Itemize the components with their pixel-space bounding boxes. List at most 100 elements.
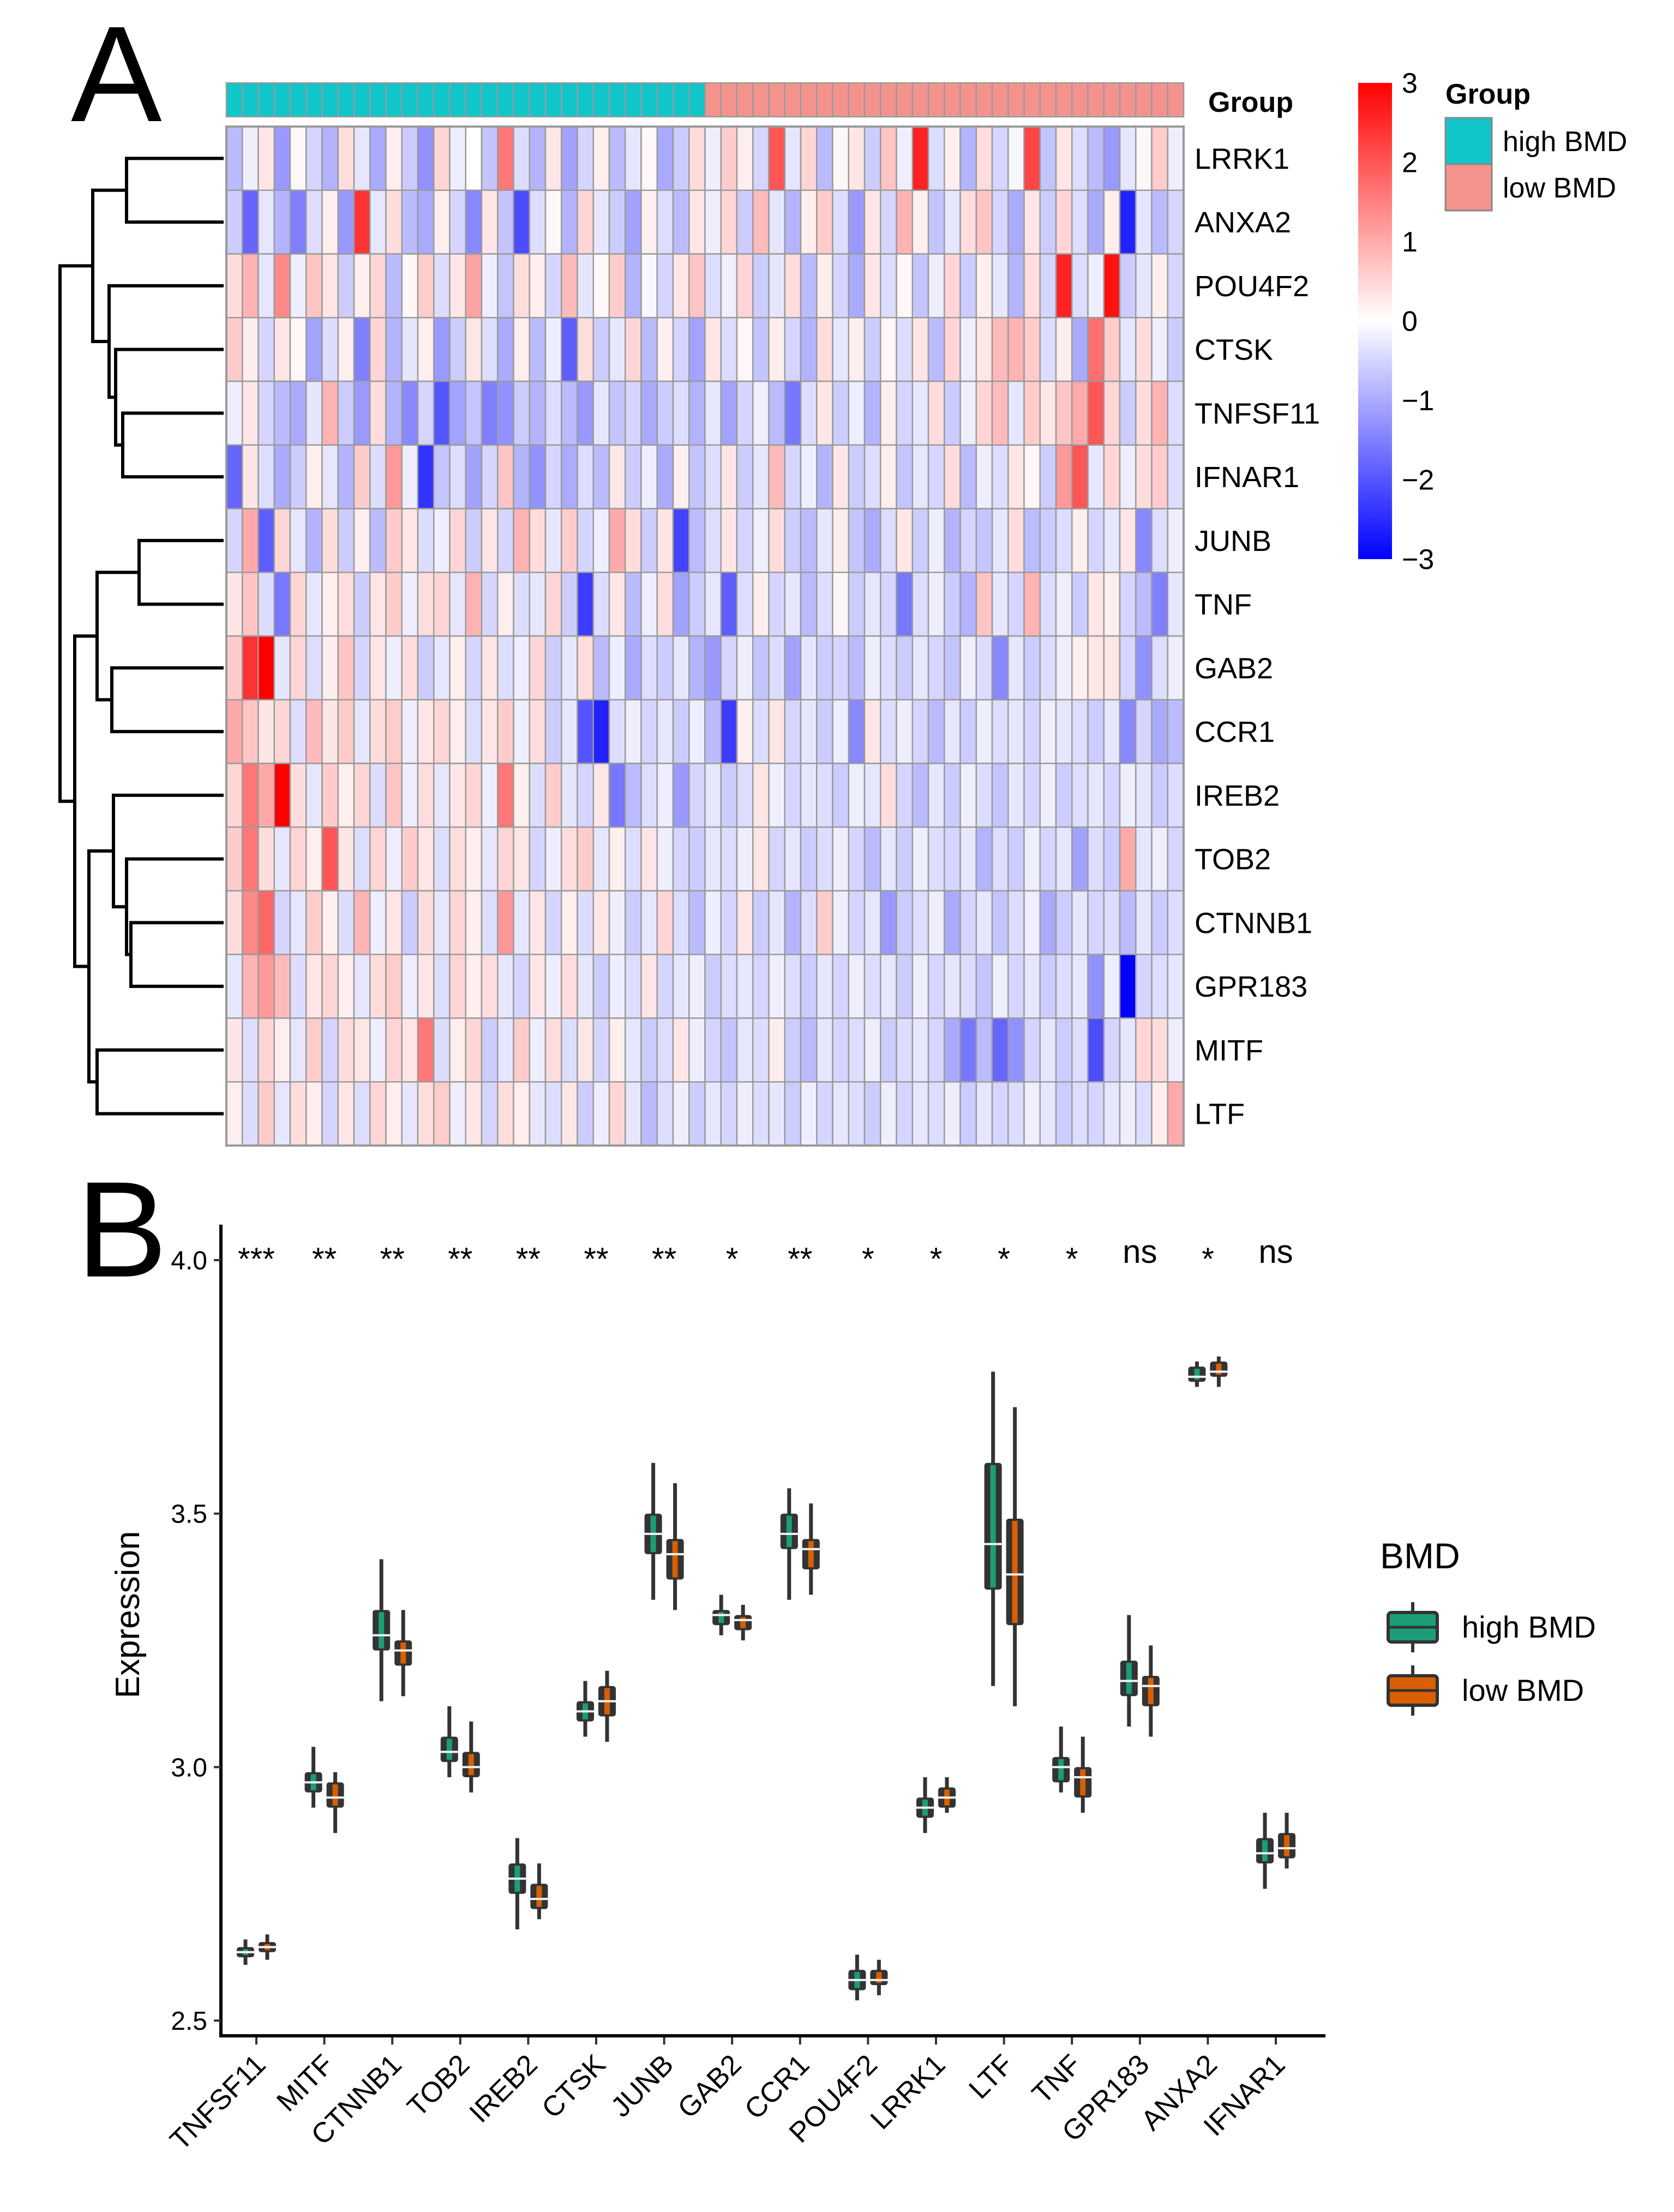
heatmap-cell	[975, 763, 993, 828]
heatmap-cell	[863, 1081, 881, 1147]
annotation-cell	[800, 82, 818, 118]
heatmap-cell	[289, 317, 307, 382]
heatmap-cell	[417, 125, 435, 191]
heatmap-cell	[736, 317, 754, 382]
heatmap-cell	[640, 508, 658, 573]
heatmap-cell	[1071, 253, 1089, 319]
heatmap-cell	[752, 954, 770, 1019]
heatmap-cell	[608, 317, 626, 382]
heatmap-cell	[1087, 317, 1105, 382]
heatmap-cell	[625, 253, 642, 319]
box-fill	[400, 1642, 406, 1664]
row-label: IREB2	[1195, 780, 1280, 812]
heatmap-cell	[225, 1017, 243, 1083]
heatmap-cell	[1103, 380, 1121, 446]
row-label: JUNB	[1195, 525, 1271, 558]
heatmap-cell	[768, 317, 785, 382]
heatmap-cell	[1007, 572, 1025, 637]
heatmap-cell	[337, 635, 355, 700]
annotation-cell	[704, 82, 722, 118]
heatmap-cell	[800, 635, 818, 700]
heatmap-cell	[1039, 1017, 1057, 1083]
heatmap-cell	[1023, 317, 1041, 382]
heatmap-cell	[1135, 508, 1153, 573]
heatmap-cell	[1135, 444, 1153, 509]
heatmap-cell	[927, 635, 945, 700]
heatmap-cell	[1055, 826, 1073, 892]
heatmap-cell	[768, 380, 785, 446]
heatmap-cell	[577, 763, 594, 828]
heatmap-cell	[880, 699, 897, 764]
heatmap-cell	[1071, 1081, 1089, 1147]
heatmap-cell	[273, 253, 291, 319]
heatmap-cell	[353, 635, 371, 700]
annotation-cell	[720, 82, 738, 118]
heatmap-cell	[242, 1017, 259, 1083]
heatmap-cell	[225, 954, 243, 1019]
heatmap-cell	[529, 253, 547, 319]
heatmap-cell	[848, 699, 866, 764]
heatmap-cell	[975, 635, 993, 700]
heatmap-cell	[880, 380, 897, 446]
heatmap-cell	[385, 954, 403, 1019]
heatmap-cell	[911, 890, 929, 955]
heatmap-cell	[991, 317, 1009, 382]
heatmap-cell	[1055, 1017, 1073, 1083]
heatmap-cell	[369, 890, 387, 955]
annotation-cell	[449, 82, 466, 118]
heatmap-cell	[911, 317, 929, 382]
box-fill	[1194, 1369, 1200, 1380]
group-legend-title: Group	[1445, 79, 1531, 110]
heatmap-cell	[257, 253, 275, 319]
group-legend-swatch-low	[1444, 163, 1493, 212]
heatmap-cell	[449, 826, 466, 892]
dendrogram-link	[125, 857, 224, 956]
heatmap-cell	[337, 890, 355, 955]
heatmap-cell	[1119, 317, 1137, 382]
heatmap-cell	[704, 699, 722, 764]
x-tick-label: TOB2	[401, 2048, 476, 2123]
heatmap-cell	[832, 572, 849, 637]
heatmap-cell	[1151, 826, 1168, 892]
heatmap-cell	[848, 508, 866, 573]
heatmap-cell	[608, 635, 626, 700]
heatmap-cell	[656, 125, 674, 191]
heatmap-cell	[896, 380, 913, 446]
heatmap-cell	[991, 253, 1009, 319]
heatmap-cell	[561, 572, 578, 637]
heatmap-cell	[1087, 508, 1105, 573]
heatmap-cell	[1167, 763, 1185, 828]
heatmap-cell	[544, 763, 562, 828]
colorbar-tick-label: 1	[1402, 226, 1418, 258]
heatmap-cell	[863, 253, 881, 319]
row-label: ANXA2	[1195, 206, 1291, 239]
heatmap-cell	[561, 890, 578, 955]
heatmap-cell	[911, 189, 929, 255]
heatmap-cell	[544, 1017, 562, 1083]
heatmap-cell	[305, 125, 323, 191]
heatmap-cell	[401, 699, 419, 764]
annotation-cell	[513, 82, 530, 118]
heatmap-cell	[752, 317, 770, 382]
heatmap-cell	[800, 125, 818, 191]
heatmap-cell	[242, 317, 259, 382]
heatmap-cell	[321, 635, 339, 700]
heatmap-cell	[592, 253, 610, 319]
heatmap-cell	[305, 826, 323, 892]
annotation-cell	[640, 82, 658, 118]
heatmap-cell	[896, 954, 913, 1019]
heatmap-cell	[592, 1017, 610, 1083]
heatmap-cell	[640, 635, 658, 700]
heatmap-cell	[561, 635, 578, 700]
annotation-cell	[385, 82, 403, 118]
heatmap-cell	[242, 699, 259, 764]
x-axis-ticks: TNFSF11MITFCTNNB1TOB2IREB2CTSKJUNBGAB2CC…	[164, 2037, 1291, 2156]
heatmap-cell	[449, 189, 466, 255]
heatmap-cell	[544, 189, 562, 255]
heatmap-cell	[401, 763, 419, 828]
heatmap-cell	[991, 444, 1009, 509]
heatmap-cell	[577, 1081, 594, 1147]
heatmap-cell	[736, 444, 754, 509]
heatmap-cell	[1023, 826, 1041, 892]
